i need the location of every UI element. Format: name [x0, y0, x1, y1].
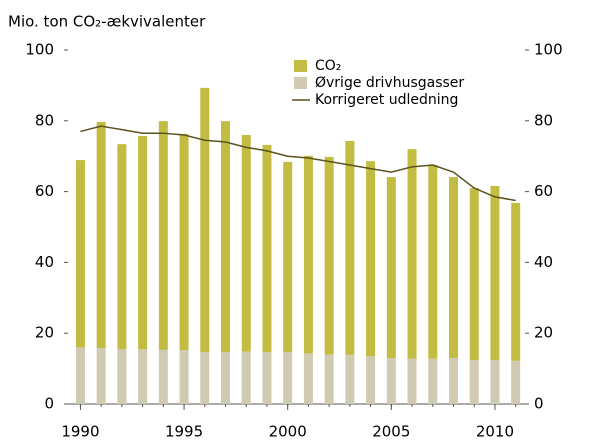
y-tick-label: 80 — [35, 111, 54, 129]
bar-segment — [179, 133, 189, 351]
bar-segment — [448, 177, 458, 358]
bar-segment — [283, 352, 293, 404]
bar-segment — [241, 351, 251, 404]
bar-segment — [324, 354, 334, 404]
y2-tick-label: 0 — [534, 395, 544, 413]
bar-segment — [96, 121, 106, 349]
y-tick-label: 0 — [44, 395, 54, 413]
bar-segment — [448, 357, 458, 404]
bar-segment — [386, 177, 396, 358]
bar-segment — [241, 134, 251, 352]
y2-tick-label: 100 — [534, 41, 563, 59]
y-tick-label: 40 — [35, 253, 54, 271]
y-tick-label: 60 — [35, 182, 54, 200]
bar-segment — [469, 360, 479, 404]
bar-segment — [117, 349, 127, 404]
y-tick-label: 100 — [25, 41, 54, 59]
bar-segment — [158, 121, 168, 350]
bar-segment — [345, 140, 355, 355]
bar-segment — [117, 144, 127, 350]
bar-segment — [428, 165, 438, 359]
line — [80, 125, 516, 202]
legend-label: Korrigeret udledning — [315, 92, 458, 108]
x-tick-label: 2005 — [372, 423, 410, 441]
bar-segment — [490, 185, 500, 361]
bar-segment — [200, 87, 210, 352]
bar-segment — [138, 136, 148, 350]
bar-segment — [469, 188, 479, 361]
bar-segment — [324, 156, 334, 355]
y2-tick-label: 40 — [534, 253, 553, 271]
bar-segment — [407, 149, 417, 359]
x-tick-label: 1995 — [165, 423, 203, 441]
bar-segment — [428, 358, 438, 404]
bar-segment — [221, 351, 231, 404]
bar-segment — [158, 349, 168, 404]
bar-segment — [75, 160, 85, 348]
bar-segment — [262, 351, 272, 404]
bar-segment — [490, 360, 500, 404]
legend-swatch — [294, 77, 307, 89]
x-tick-label: 1990 — [61, 423, 99, 441]
legend-label: CO₂ — [315, 58, 341, 74]
y2-tick-label: 20 — [534, 324, 553, 342]
chart-title: Mio. ton CO₂-ækvivalenter — [8, 13, 206, 31]
bar-segment — [386, 357, 396, 404]
y2-tick-label: 80 — [534, 111, 553, 129]
x-tick-label: 2010 — [476, 423, 514, 441]
legend-swatch — [294, 60, 307, 72]
bar-segment — [407, 358, 417, 404]
legend-label: Øvrige drivhusgasser — [315, 75, 464, 91]
y-tick-label: 20 — [35, 324, 54, 342]
bar-segment — [303, 155, 313, 354]
bar-segment — [138, 349, 148, 404]
bar-segment — [303, 353, 313, 404]
bar-segment — [96, 348, 106, 404]
bar-segment — [200, 351, 210, 404]
bar-segment — [179, 350, 189, 404]
bar-segment — [221, 121, 231, 352]
bar-segment — [75, 347, 85, 404]
bar-segment — [366, 356, 376, 404]
x-tick-label: 2000 — [269, 423, 307, 441]
bar-segment — [366, 161, 376, 357]
bar-segment — [262, 144, 272, 352]
bar-segment — [511, 360, 521, 404]
bar-segment — [345, 354, 355, 404]
bar-segment — [283, 161, 293, 353]
bar-segment — [511, 202, 521, 361]
y2-tick-label: 60 — [534, 182, 553, 200]
